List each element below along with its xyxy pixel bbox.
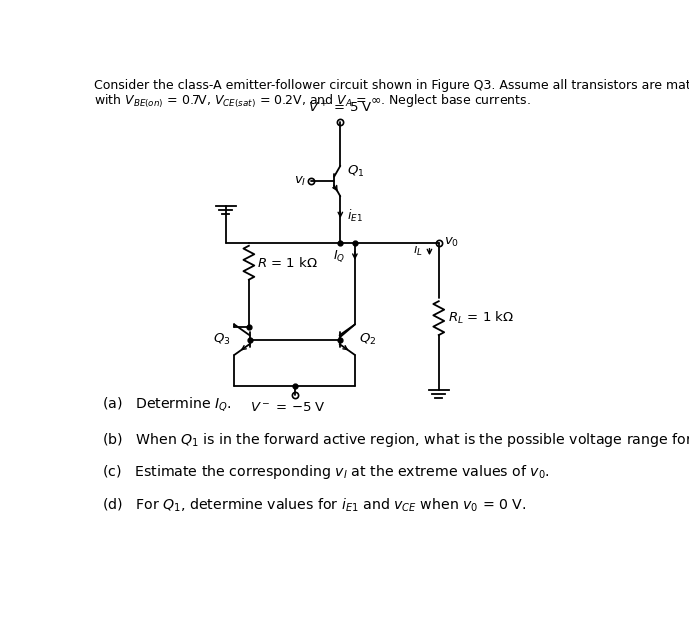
Text: (c)   Estimate the corresponding $v_I$ at the extreme values of $v_0$.: (c) Estimate the corresponding $v_I$ at … xyxy=(101,463,550,481)
Text: $R_L$ = 1 kΩ: $R_L$ = 1 kΩ xyxy=(448,310,514,326)
Text: Consider the class-A emitter-follower circuit shown in Figure Q3. Assume all tra: Consider the class-A emitter-follower ci… xyxy=(94,80,689,93)
Text: $i_{E1}$: $i_{E1}$ xyxy=(347,209,363,225)
Text: $V^+$ = 5 V: $V^+$ = 5 V xyxy=(308,101,373,115)
Text: $v_0$: $v_0$ xyxy=(444,236,460,249)
Text: with $V_{BE(on)}$ = 0.7V, $V_{CE(sat)}$ = 0.2V, and $V_A$ = ∞. Neglect base curr: with $V_{BE(on)}$ = 0.7V, $V_{CE(sat)}$ … xyxy=(94,93,531,110)
Text: (d)   For $Q_1$, determine values for $i_{E1}$ and $v_{CE}$ when $v_0$ = 0 V.: (d) For $Q_1$, determine values for $i_{… xyxy=(101,497,526,514)
Text: $Q_2$: $Q_2$ xyxy=(359,332,376,347)
Text: $Q_3$: $Q_3$ xyxy=(213,332,230,347)
Text: $v_I$: $v_I$ xyxy=(294,175,306,188)
Text: $R$ = 1 kΩ: $R$ = 1 kΩ xyxy=(256,255,318,270)
Text: $Q_1$: $Q_1$ xyxy=(347,164,364,178)
Text: (b)   When $Q_1$ is in the forward active region, what is the possible voltage r: (b) When $Q_1$ is in the forward active … xyxy=(101,431,689,449)
Text: $V^-$ = −5 V: $V^-$ = −5 V xyxy=(251,401,327,414)
Text: (a)   Determine $I_Q$.: (a) Determine $I_Q$. xyxy=(101,395,232,413)
Text: $i_L$: $i_L$ xyxy=(413,242,423,259)
Text: $I_Q$: $I_Q$ xyxy=(333,248,346,263)
